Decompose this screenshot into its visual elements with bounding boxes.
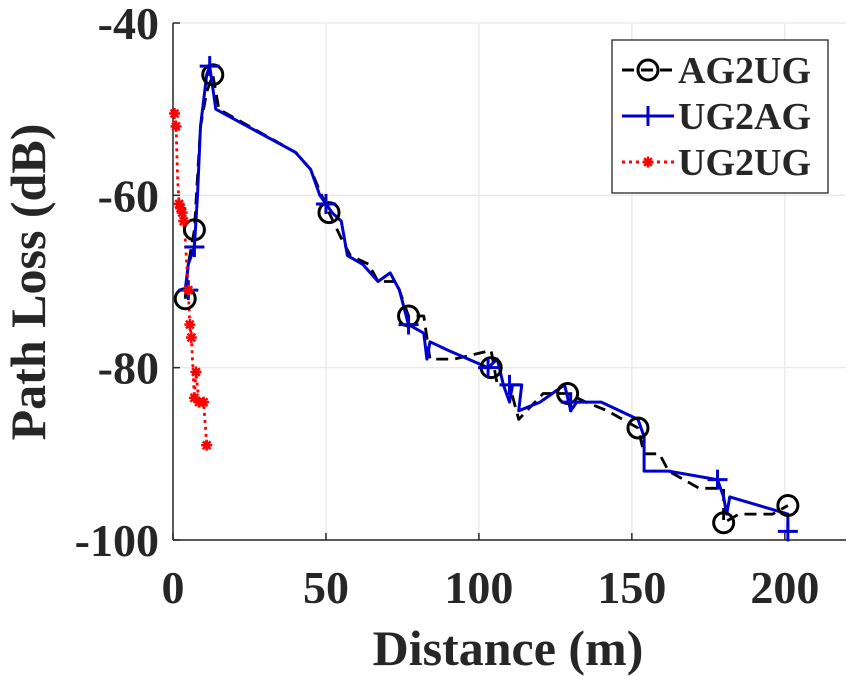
x-tick-label: 200: [750, 562, 819, 613]
data-point-ug2ag: [398, 314, 419, 335]
legend-item-ug2ug: UG2UG: [622, 142, 811, 184]
legend-item-ug2ag: UG2AG: [622, 96, 811, 138]
data-point-ug2ag: [315, 193, 336, 214]
y-axis-label: Path Loss (dB): [0, 124, 56, 441]
data-point-ug2ug: [201, 439, 213, 451]
legend-item-ag2ug: AG2UG: [622, 50, 811, 92]
data-point-ug2ag: [184, 237, 205, 258]
data-point-ug2ag: [199, 56, 220, 77]
data-point-ag2ug: [776, 494, 800, 518]
x-tick-label: 50: [303, 562, 349, 613]
legend-label-ug2ug: UG2UG: [678, 142, 811, 184]
marker-layer: [169, 56, 800, 542]
y-tick-label: -80: [98, 343, 159, 394]
data-point-ug2ug: [176, 207, 188, 219]
data-point-ug2ag: [777, 521, 798, 542]
data-point-ug2ug: [190, 366, 202, 378]
legend-label-ag2ug: AG2UG: [678, 50, 811, 92]
data-point-ug2ag: [499, 374, 520, 395]
data-point-ug2ag: [707, 469, 728, 490]
legend-marker-ug2ug: [642, 156, 654, 168]
data-point-ug2ug: [185, 332, 197, 344]
data-point-ug2ug: [170, 120, 182, 132]
data-point-ug2ug: [169, 107, 181, 119]
x-tick-label: 100: [444, 562, 513, 613]
series-line-ug2ag: [183, 64, 790, 532]
data-point-ug2ug: [198, 396, 210, 408]
y-tick-label: -100: [75, 515, 159, 566]
y-tick-label: -60: [98, 170, 159, 221]
data-point-ug2ug: [184, 319, 196, 331]
data-point-ug2ag: [560, 392, 581, 413]
data-point-ug2ag: [478, 357, 499, 378]
x-tick-label: 0: [162, 562, 185, 613]
x-tick-label: 150: [597, 562, 666, 613]
legend-label-ug2ag: UG2AG: [678, 96, 811, 138]
legend-marker-ug2ag: [638, 106, 658, 126]
legend-marker-ag2ug: [636, 58, 660, 82]
y-tick-label: -40: [98, 0, 159, 49]
data-point-ag2ug: [712, 511, 736, 535]
data-point-ug2ug: [182, 284, 194, 296]
data-point-ag2ug: [626, 416, 650, 440]
data-point-ug2ug: [178, 215, 190, 227]
axes-layer: [172, 22, 846, 541]
tick-labels: 0 50 100 150 200 -100 -80 -60 -40: [75, 0, 820, 613]
x-axis-label: Distance (m): [373, 620, 644, 676]
